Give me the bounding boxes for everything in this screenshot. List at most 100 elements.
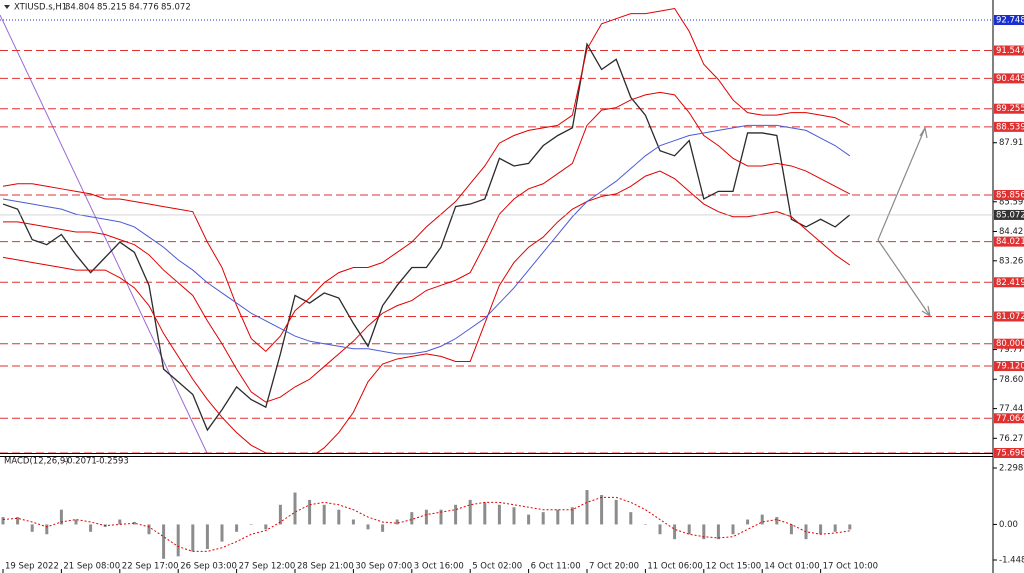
- level-label: 82.419: [996, 278, 1024, 288]
- current-price-box: [994, 209, 1024, 220]
- y-tick-label: 79.770: [999, 345, 1024, 355]
- level-label-box: [994, 311, 1024, 322]
- axes: 87.915 85.590 84.420 83.265 79.770 78.600 77.4…: [2, 15, 1024, 573]
- macd-bar: [176, 524, 180, 557]
- level-label-box: [994, 277, 1024, 288]
- level-label: 85.856: [996, 191, 1024, 201]
- signal-line: [2, 496, 850, 552]
- macd-bar: [541, 512, 545, 525]
- bar-open: 84.804: [65, 3, 95, 13]
- macd-bar: [235, 524, 239, 532]
- indicator-line: [3, 91, 851, 403]
- x-tick-label: 27 Sep 12:00: [239, 562, 296, 572]
- macd-bar: [716, 524, 720, 540]
- bar-high: 85.215: [97, 3, 127, 13]
- y-tick-label: 78.600: [999, 375, 1024, 385]
- y-tick-label: 2.2987: [999, 464, 1024, 474]
- macd-bar: [819, 524, 823, 535]
- macd-bar: [673, 524, 677, 540]
- x-tick-label: 3 Oct 16:00: [414, 562, 464, 572]
- macd-bar: [789, 524, 793, 535]
- level-label-box: [994, 361, 1024, 372]
- macd-bar: [30, 524, 34, 532]
- macd-bar: [585, 490, 589, 525]
- macd-bar: [848, 524, 852, 530]
- x-tick-label: 12 Oct 15:00: [706, 562, 761, 572]
- macd-bar: [45, 524, 49, 535]
- macd-bar: [220, 524, 224, 542]
- bar-low: 84.776: [129, 3, 159, 13]
- x-tick-label: 26 Sep 03:00: [180, 562, 237, 572]
- macd-bar: [687, 524, 691, 535]
- y-tick-label: 76.275: [999, 434, 1024, 444]
- y-tick-label: 83.265: [999, 256, 1024, 266]
- macd-bar: [16, 517, 20, 525]
- x-tick-label: 30 Sep 07:00: [355, 562, 412, 572]
- forecast-arrows: [877, 126, 931, 318]
- macd-bar: [643, 524, 647, 525]
- macd-value: -0.2071: [64, 457, 97, 467]
- y-tick-label: 87.915: [999, 138, 1024, 148]
- macd-bar: [118, 519, 122, 525]
- macd-bar: [731, 524, 735, 535]
- macd-bar: [132, 521, 136, 525]
- macd-bar: [308, 499, 312, 525]
- level-label-box: [994, 45, 1024, 56]
- macd-bar: [1, 517, 5, 525]
- macd-bar: [497, 504, 501, 525]
- level-label: 77.064: [996, 414, 1024, 424]
- x-tick-label: 28 Sep 21:00: [297, 562, 354, 572]
- macd-bar: [570, 507, 574, 525]
- macd-bar: [512, 507, 516, 525]
- macd-bar: [264, 524, 268, 530]
- macd-bar: [468, 499, 472, 525]
- level-label-box: [994, 103, 1024, 114]
- level-label-box: [994, 121, 1024, 132]
- macd-bar: [205, 524, 209, 549]
- level-label: 75.696: [996, 449, 1024, 459]
- symbol-title: XTIUSD.s,H1: [14, 3, 67, 13]
- menu-triangle[interactable]: [4, 5, 10, 9]
- macd-bar: [439, 509, 443, 525]
- x-tick-label: 21 Sep 08:00: [63, 562, 120, 572]
- level-label-box: [994, 236, 1024, 247]
- level-label: 89.255: [996, 104, 1024, 114]
- level-label: 80.000: [996, 339, 1024, 349]
- price-pane: [0, 7, 993, 453]
- macd-bar: [614, 499, 618, 525]
- macd-bar: [600, 494, 604, 525]
- level-label-box: [994, 338, 1024, 349]
- macd-bar: [483, 502, 487, 525]
- macd-bar: [454, 504, 458, 525]
- macd-bar: [395, 519, 399, 525]
- current-price-label: 85.072: [996, 210, 1024, 220]
- macd-pane: [1, 490, 852, 559]
- arrow-up: [877, 126, 928, 241]
- macd-bar: [322, 504, 326, 525]
- macd-bar: [629, 512, 633, 525]
- macd-bar: [147, 524, 151, 535]
- macd-bar: [746, 519, 750, 525]
- macd-bar: [337, 509, 341, 525]
- y-tick-label: -1.4488: [999, 556, 1024, 566]
- indicator-line: [2, 7, 851, 353]
- level-label: 81.072: [996, 312, 1024, 322]
- level-label-box: [994, 448, 1024, 458]
- macd-bar: [293, 492, 297, 525]
- macd-bar: [381, 524, 385, 532]
- macd-bar: [424, 509, 428, 525]
- macd-bar: [366, 524, 370, 530]
- x-tick-label: 17 Oct 10:00: [823, 562, 878, 572]
- level-label: 90.449: [996, 74, 1024, 84]
- indicator-line: [2, 124, 851, 355]
- y-tick-label: 85.590: [999, 197, 1024, 207]
- level-label-box: [994, 190, 1024, 201]
- top-level-box: [994, 15, 1024, 26]
- macd-bar: [162, 524, 166, 559]
- macd-bar: [833, 524, 837, 532]
- macd-bar: [351, 519, 355, 525]
- macd-bar: [410, 512, 414, 525]
- macd-bar: [59, 509, 63, 525]
